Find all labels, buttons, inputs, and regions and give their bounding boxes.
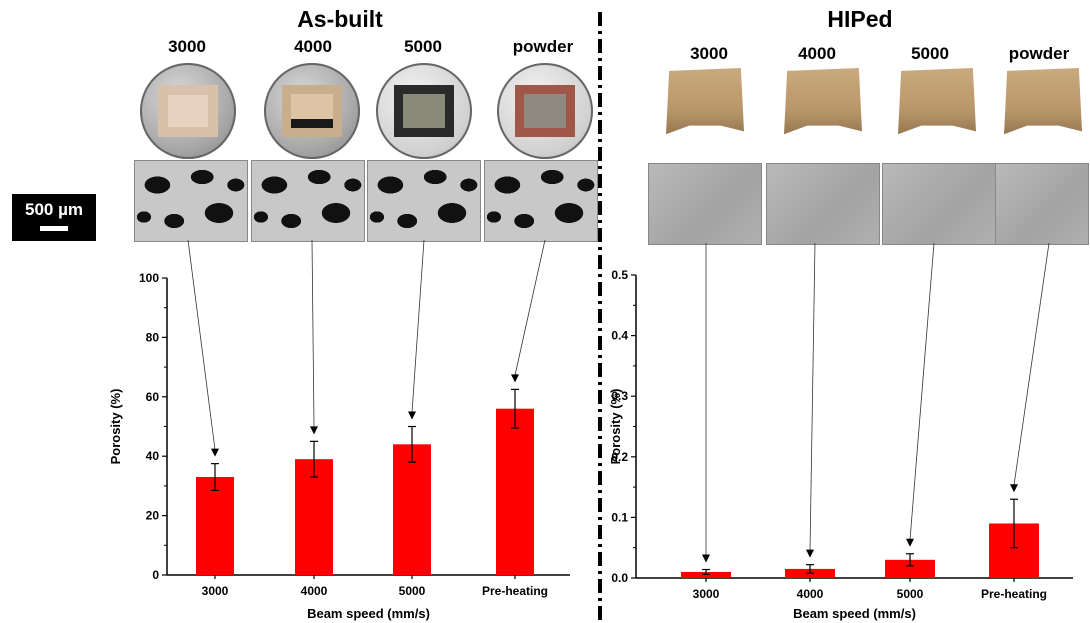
scale-bar: 500 µm xyxy=(12,194,96,241)
as-built-connector-arrowhead xyxy=(511,374,519,383)
scale-bar-label: 500 µm xyxy=(25,200,83,219)
hiped-x-tick-label: Pre-heating xyxy=(981,587,1047,601)
as-built-y-tick-label: 20 xyxy=(146,509,160,523)
as-built-micrograph-powder xyxy=(484,160,598,242)
hiped-y-tick-label: 0.1 xyxy=(611,510,628,524)
as-built-bar xyxy=(295,459,333,575)
as-built-x-tick-label: Pre-heating xyxy=(482,584,548,598)
panel-divider xyxy=(598,12,602,620)
as-built-bar xyxy=(393,444,431,575)
hiped-x-tick-label: 3000 xyxy=(693,587,720,601)
hiped-label-5000: 5000 xyxy=(911,44,949,63)
as-built-y-tick-label: 60 xyxy=(146,390,160,404)
as-built-x-axis-label: Beam speed (mm/s) xyxy=(307,606,430,621)
hiped-micrograph-powder xyxy=(995,163,1089,245)
hiped-label-4000: 4000 xyxy=(798,44,836,63)
as-built-title: As-built xyxy=(297,6,383,32)
hiped-y-axis-label: Porosity (%) xyxy=(608,389,623,465)
as-built-micrograph-4000 xyxy=(251,160,365,242)
as-built-label-3000: 3000 xyxy=(168,37,206,56)
as-built-connector-arrowhead xyxy=(211,448,219,457)
hiped-connector-arrowhead xyxy=(1010,484,1018,493)
scale-bar-line xyxy=(40,226,68,231)
hiped-bar xyxy=(681,571,731,578)
as-built-y-axis-label: Porosity (%) xyxy=(108,389,123,465)
hiped-micrograph-5000 xyxy=(882,163,996,245)
hiped-connector-arrowhead xyxy=(906,538,914,547)
hiped-x-tick-label: 5000 xyxy=(897,587,924,601)
hiped-title: HIPed xyxy=(827,6,893,32)
hiped-y-tick-label: 0.0 xyxy=(611,571,628,585)
hiped-y-tick-label: 0.5 xyxy=(611,268,628,282)
hiped-photo-powder xyxy=(1004,68,1082,135)
hiped-connector-arrowhead xyxy=(806,549,814,558)
hiped-x-tick-label: 4000 xyxy=(797,587,824,601)
as-built-y-tick-label: 100 xyxy=(139,271,159,285)
as-built-photo-powder xyxy=(497,63,593,159)
hiped-y-tick-label: 0.4 xyxy=(611,329,628,343)
as-built-y-tick-label: 80 xyxy=(146,330,160,344)
hiped-photo-5000 xyxy=(898,68,976,135)
hiped-y-tick-label: 0.2 xyxy=(611,450,628,464)
hiped-photo-4000 xyxy=(784,68,862,135)
hiped-x-axis-label: Beam speed (mm/s) xyxy=(793,606,916,621)
hiped-y-tick-label: 0.3 xyxy=(611,389,628,403)
as-built-connector-arrowhead xyxy=(408,411,416,420)
as-built-connector-line xyxy=(311,239,315,428)
hiped-connector-line xyxy=(809,242,816,551)
as-built-y-tick-label: 40 xyxy=(146,449,160,463)
hiped-connector-arrowhead xyxy=(702,554,710,563)
as-built-y-tick-label: 0 xyxy=(152,568,159,582)
hiped-label-powder: powder xyxy=(1008,44,1070,63)
hiped-photo-3000 xyxy=(666,68,744,135)
as-built-x-tick-label: 5000 xyxy=(399,584,426,598)
as-built-label-5000: 5000 xyxy=(404,37,442,56)
hiped-micrograph-3000 xyxy=(648,163,762,245)
as-built-bar xyxy=(196,476,234,575)
as-built-micrograph-3000 xyxy=(134,160,248,242)
as-built-x-tick-label: 4000 xyxy=(301,584,328,598)
hiped-connector-line xyxy=(909,242,935,540)
as-built-x-tick-label: 3000 xyxy=(202,584,229,598)
as-built-connector-line xyxy=(187,239,216,450)
as-built-connector-line xyxy=(514,239,546,376)
hiped-label-3000: 3000 xyxy=(690,44,728,63)
as-built-photo-4000 xyxy=(264,63,360,159)
as-built-connector-arrowhead xyxy=(310,426,318,435)
as-built-label-powder: powder xyxy=(512,37,574,56)
hiped-bar xyxy=(885,559,935,578)
as-built-photo-3000 xyxy=(140,63,236,159)
hiped-micrograph-4000 xyxy=(766,163,880,245)
hiped-connector-line xyxy=(1013,242,1050,486)
as-built-photo-5000 xyxy=(376,63,472,159)
as-built-bar xyxy=(496,408,534,575)
as-built-label-4000: 4000 xyxy=(294,37,332,56)
as-built-connector-line xyxy=(411,239,425,413)
